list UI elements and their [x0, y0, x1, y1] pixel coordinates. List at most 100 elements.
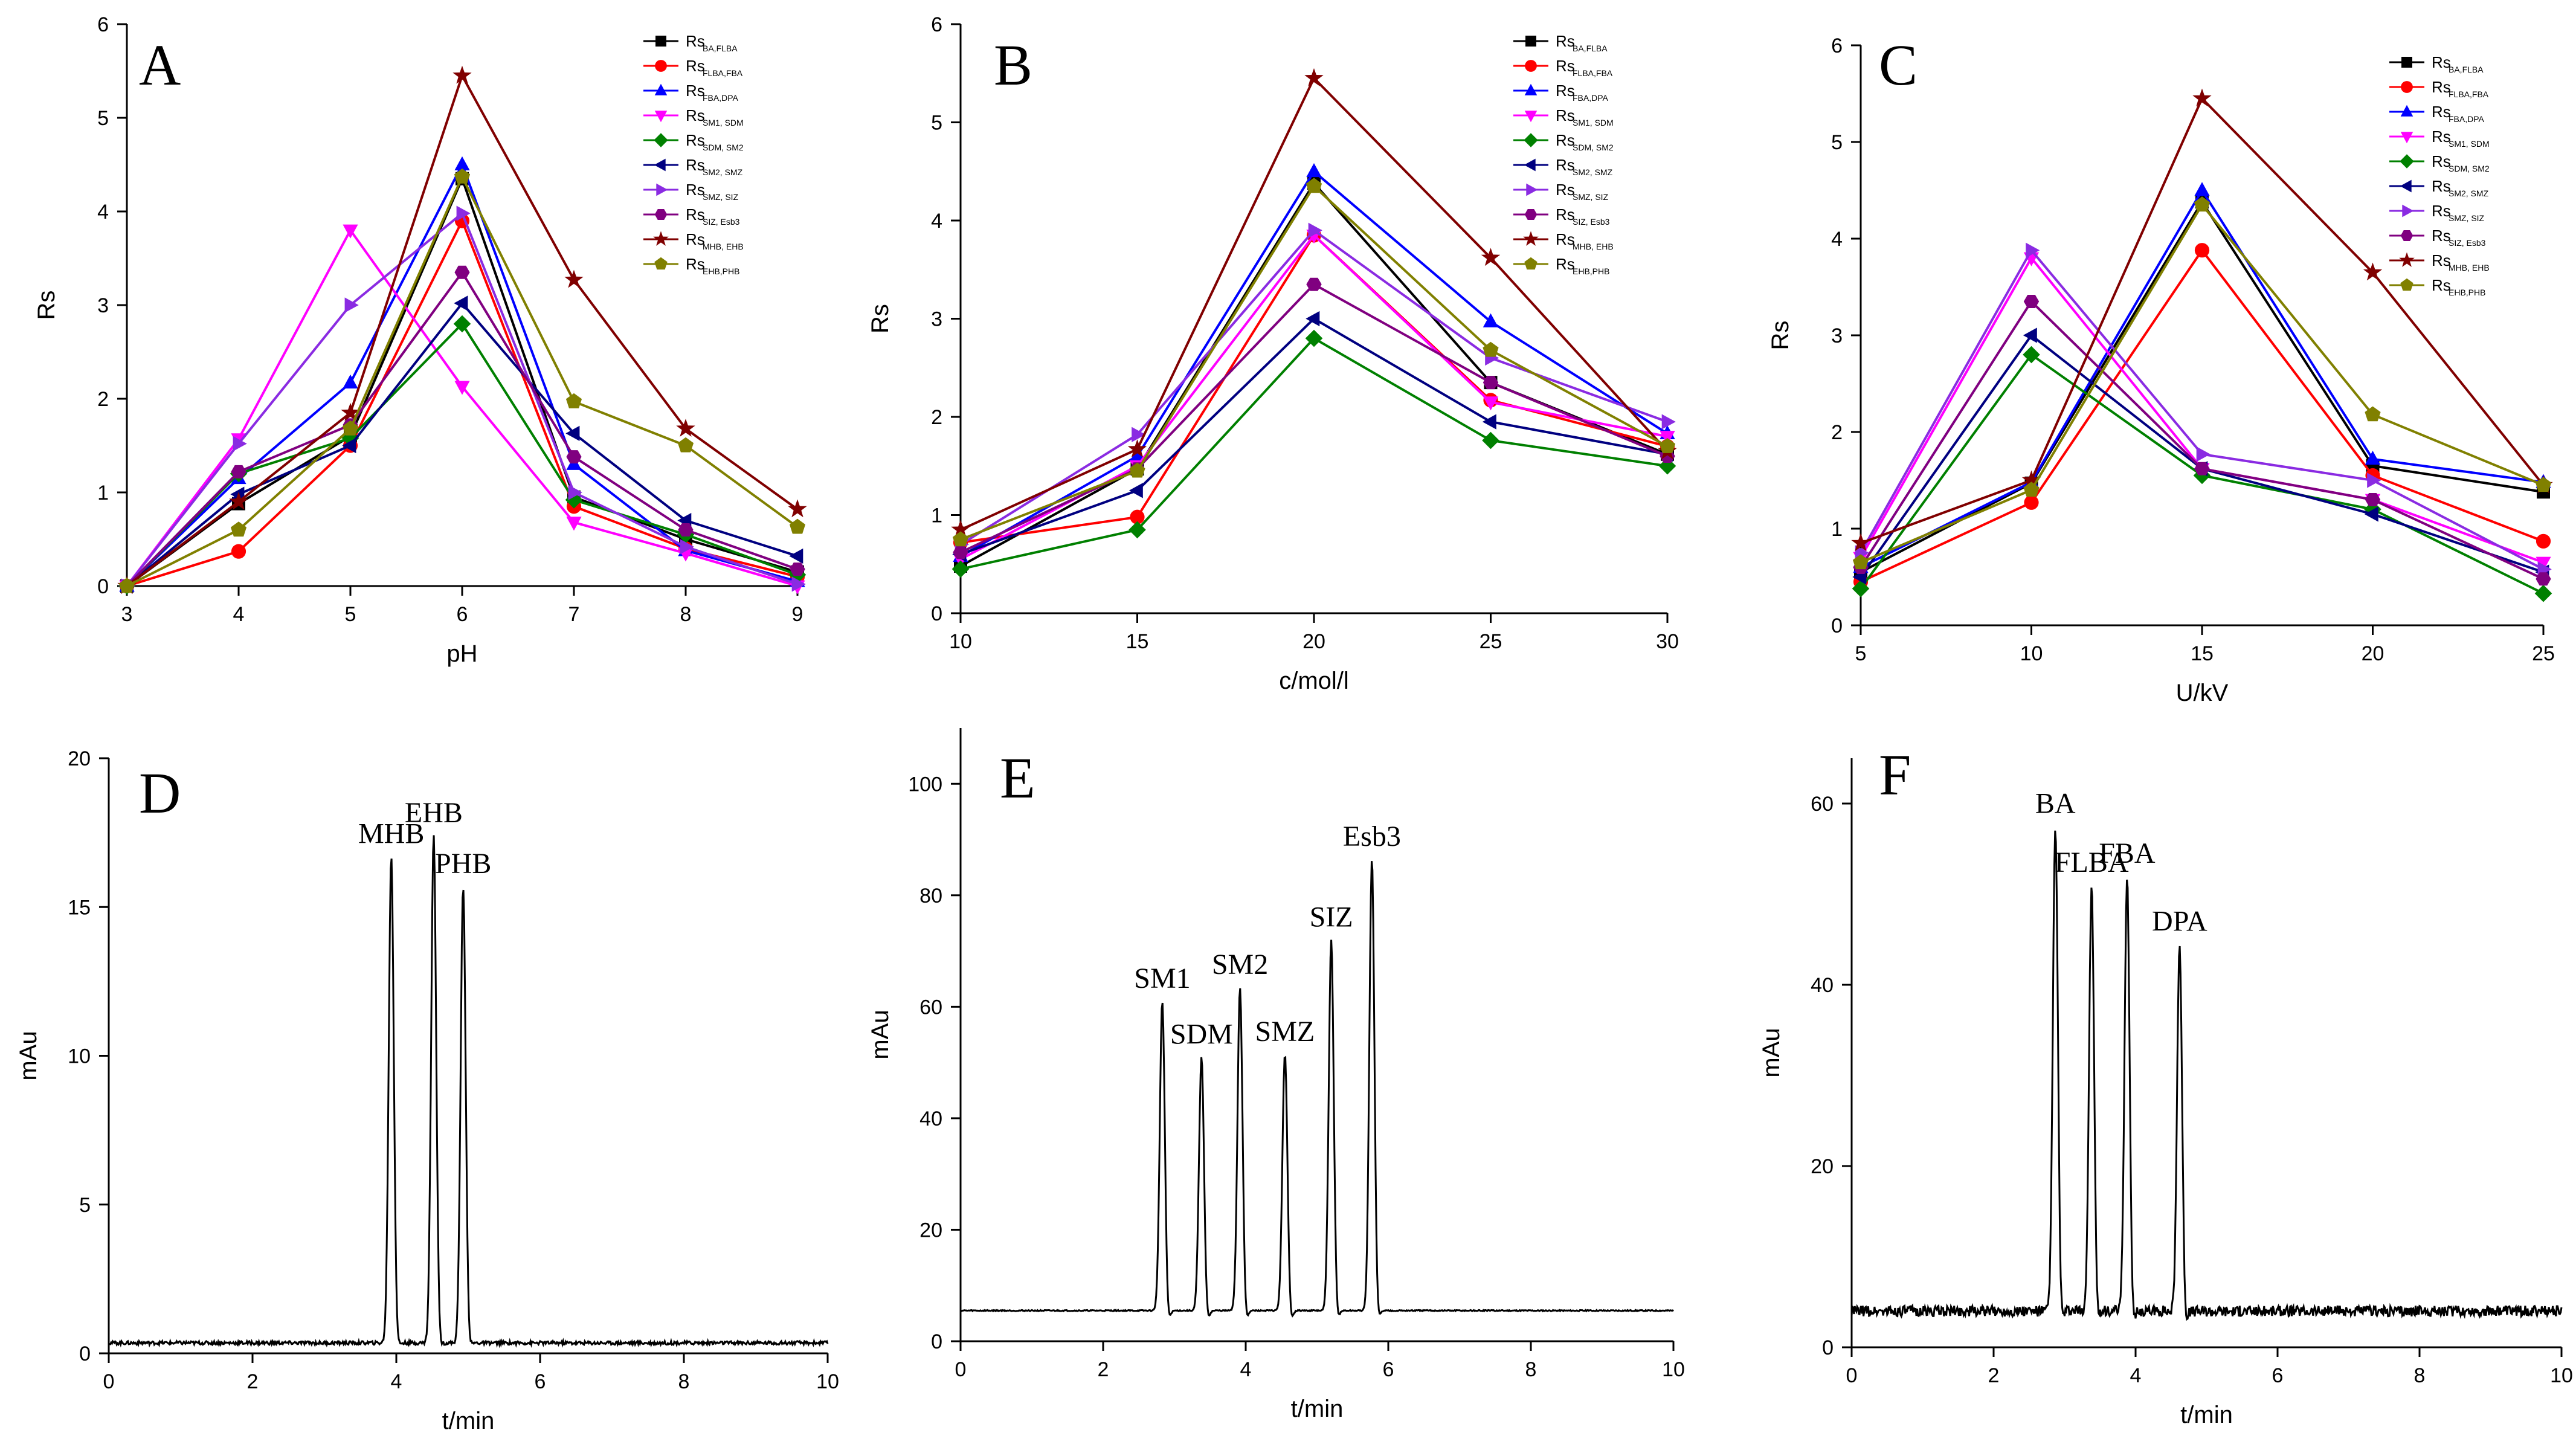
data-point	[2194, 182, 2210, 196]
peak-label: BA	[2035, 788, 2076, 820]
peak-label: SM1	[1134, 962, 1190, 994]
y-tick-label: 40	[919, 1107, 942, 1130]
legend-label-subscript: SM2, SMZ	[1573, 167, 1613, 177]
legend-label-subscript: EHB,PHB	[703, 266, 739, 276]
peak-label: EHB	[405, 797, 463, 829]
data-point	[456, 205, 471, 221]
panel-letter: F	[1879, 743, 1911, 807]
data-point	[2536, 556, 2551, 571]
data-point	[2364, 506, 2378, 522]
x-tick-label: 20	[1302, 630, 1325, 653]
legend-label: Rs	[686, 181, 705, 199]
data-point	[1129, 462, 1145, 478]
y-tick-label: 5	[97, 107, 109, 130]
y-axis-label: mAu	[867, 1010, 894, 1059]
data-point	[566, 450, 582, 464]
legend-marker	[1525, 36, 1536, 47]
legend-marker	[2400, 278, 2413, 291]
data-point	[1483, 396, 1499, 411]
data-point	[677, 437, 694, 453]
x-tick-label: 6	[1383, 1358, 1394, 1381]
legend-label-subscript: SIZ, Esb3	[2449, 238, 2486, 248]
data-point	[2192, 88, 2212, 107]
series-line	[960, 317, 1668, 556]
y-tick-label: 6	[1831, 34, 1843, 57]
x-tick-label: 3	[121, 603, 133, 626]
data-point	[680, 539, 694, 555]
legend-label-subscript: EHB,PHB	[2449, 288, 2485, 297]
x-tick-label: 8	[1525, 1358, 1537, 1381]
x-axis-label: t/min	[2180, 1402, 2233, 1428]
panel-letter: C	[1879, 33, 1918, 97]
data-point	[565, 491, 583, 509]
y-tick-label: 4	[97, 201, 109, 224]
legend-marker	[654, 209, 668, 220]
data-point	[2536, 572, 2551, 586]
legend-label: Rs	[686, 255, 705, 273]
x-tick-label: 8	[678, 1370, 690, 1393]
y-tick-label: 3	[931, 308, 942, 331]
x-axis-label: t/min	[1291, 1396, 1344, 1422]
x-tick-label: 4	[2130, 1364, 2142, 1387]
legend-label: Rs	[1556, 181, 1575, 199]
y-tick-label: 100	[908, 773, 942, 796]
x-tick-label: 10	[1662, 1358, 1685, 1381]
data-point	[454, 156, 470, 170]
legend-label: Rs	[1556, 230, 1575, 248]
legend-label: Rs	[686, 205, 705, 224]
legend-label-subscript: MHB, EHB	[1573, 242, 1614, 251]
y-tick-label: 0	[1822, 1336, 1834, 1359]
y-tick-label: 2	[931, 406, 942, 429]
data-point	[1852, 579, 1870, 598]
x-tick-label: 8	[2414, 1364, 2426, 1387]
legend-label-subscript: SDM, SM2	[1573, 143, 1614, 152]
data-point	[233, 436, 247, 451]
legend-marker	[655, 36, 666, 47]
y-tick-label: 80	[919, 884, 942, 907]
data-point	[789, 518, 806, 534]
y-tick-label: 2	[1831, 421, 1843, 444]
data-point	[565, 425, 580, 441]
legend-label-subscript: FBA,DPA	[2449, 114, 2485, 124]
legend-marker	[2400, 154, 2414, 169]
data-point	[1659, 438, 1676, 453]
data-point	[2367, 472, 2381, 488]
data-point	[2024, 495, 2039, 510]
x-tick-label: 10	[949, 630, 972, 653]
x-tick-label: 30	[1656, 630, 1679, 653]
x-tick-label: 2	[1988, 1364, 2000, 1387]
legend-label: Rs	[686, 57, 705, 75]
x-tick-label: 0	[103, 1370, 115, 1393]
series-5	[952, 311, 1673, 562]
data-point	[2363, 262, 2383, 281]
legend-label-subscript: FLBA,FBA	[1573, 68, 1613, 78]
y-tick-label: 0	[1831, 614, 1843, 637]
legend-label: Rs	[2432, 202, 2451, 220]
y-tick-label: 0	[97, 575, 109, 598]
legend-label-subscript: EHB,PHB	[1573, 266, 1609, 276]
legend-marker	[1526, 183, 1538, 196]
data-point	[2535, 477, 2552, 492]
data-point	[1482, 431, 1499, 450]
series-line	[960, 337, 1668, 570]
peak-label: FLBA	[2055, 846, 2129, 878]
data-point	[2365, 451, 2381, 465]
data-point	[2536, 533, 2551, 549]
data-point	[343, 224, 358, 239]
y-tick-label: 40	[1811, 974, 1834, 997]
legend-label: Rs	[1556, 82, 1575, 100]
x-tick-label: 7	[568, 603, 580, 626]
y-tick-label: 1	[931, 504, 942, 527]
y-tick-label: 2	[97, 388, 109, 411]
x-tick-label: 6	[457, 603, 468, 626]
